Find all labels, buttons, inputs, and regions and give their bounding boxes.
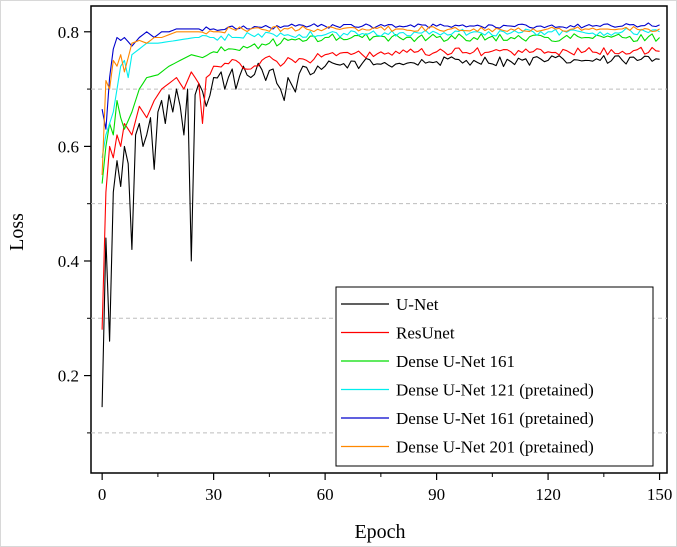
legend-label: Dense U-Net 161 (pretained) <box>396 409 594 428</box>
x-tick-label: 60 <box>317 485 334 504</box>
series-line-1 <box>101 55 660 408</box>
legend-label: Dense U-Net 201 (pretained) <box>396 438 594 457</box>
axes: 0 30 60 90 120 150 0.2 0.4 0.6 0.8 <box>58 23 673 504</box>
series-line-2 <box>101 46 660 330</box>
legend-box <box>335 286 654 467</box>
legend-label: ResUnet <box>396 324 455 343</box>
y-tick-label: 0.2 <box>58 367 79 386</box>
x-tick-label: 0 <box>98 485 107 504</box>
legend-label: U-Net <box>396 295 439 314</box>
series-line-6 <box>101 25 660 176</box>
y-axis-label: Loss <box>6 213 28 251</box>
series-line-5 <box>101 22 660 130</box>
legend: U-Net ResUnet Dense U-Net 161 Dense U-Net 1… <box>335 286 654 467</box>
legend-label: Dense U-Net 161 <box>396 352 515 371</box>
y-tick-label: 0.6 <box>58 137 79 156</box>
x-tick-label: 120 <box>535 485 561 504</box>
series-line-4 <box>101 27 660 158</box>
series-lines <box>101 22 660 408</box>
x-tick-label: 90 <box>428 485 445 504</box>
x-axis-label: Epoch <box>354 521 405 543</box>
y-tick-label: 0.4 <box>58 252 80 271</box>
legend-label: Dense U-Net 121 (pretained) <box>396 381 594 400</box>
x-tick-label: 30 <box>205 485 222 504</box>
x-tick-label: 150 <box>647 485 673 504</box>
y-tick-label: 0.8 <box>58 23 79 42</box>
